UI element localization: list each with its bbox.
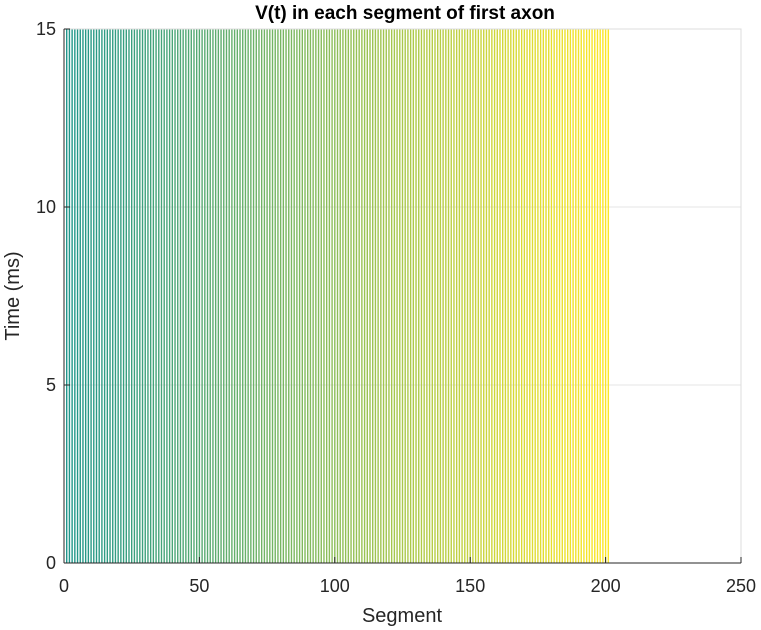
- x-tick-label: 50: [189, 576, 209, 596]
- x-axis-label: Segment: [362, 605, 442, 627]
- y-tick-label: 5: [46, 375, 56, 395]
- y-tick-label: 15: [36, 19, 56, 39]
- x-tick-label: 150: [455, 576, 485, 596]
- x-ticks: 0 50 100 150 200 250: [59, 557, 756, 596]
- y-tick-label: 0: [46, 553, 56, 573]
- chart-title: V(t) in each segment of first axon: [255, 3, 555, 24]
- x-tick-label: 100: [320, 576, 350, 596]
- y-axis-label: Time (ms): [2, 251, 24, 340]
- x-tick-label: 0: [59, 576, 69, 596]
- x-tick-label: 200: [591, 576, 621, 596]
- y-ticks: 0 5 10 15: [36, 19, 70, 573]
- x-tick-label: 250: [726, 576, 756, 596]
- y-tick-label: 10: [36, 197, 56, 217]
- series-group: [66, 29, 610, 563]
